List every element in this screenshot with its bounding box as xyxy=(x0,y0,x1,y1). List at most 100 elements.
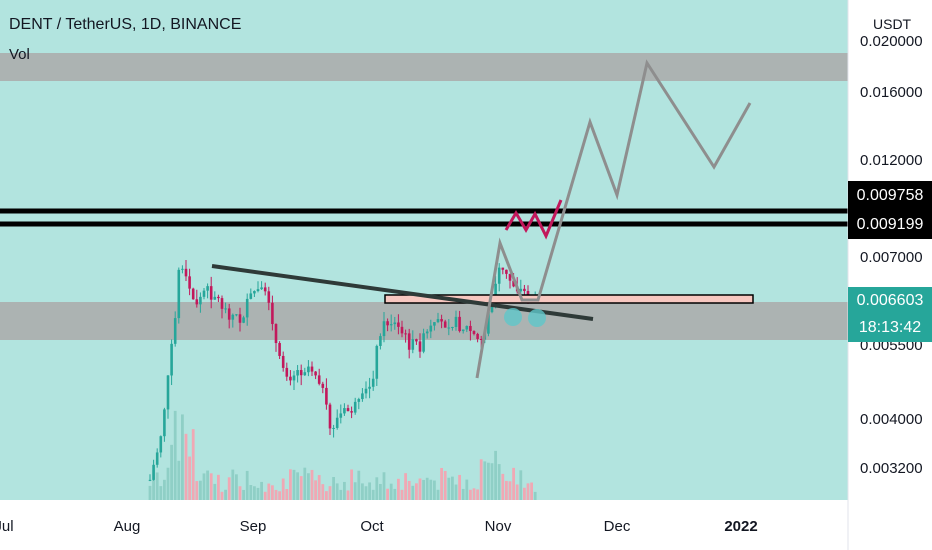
volume-bar xyxy=(163,479,166,500)
volume-bar xyxy=(400,489,404,500)
candle-body xyxy=(375,345,379,379)
candle-body xyxy=(296,370,299,376)
volume-bar xyxy=(436,489,440,500)
x-tick: Oct xyxy=(360,518,384,535)
volume-bar xyxy=(379,483,382,500)
candle-body xyxy=(199,296,202,305)
bottom-marker-2 xyxy=(528,309,546,327)
volume-bar xyxy=(346,490,350,500)
volume-bar xyxy=(353,482,357,500)
candle-body xyxy=(242,317,245,323)
volume-bar xyxy=(249,485,253,500)
volume-bar xyxy=(476,489,479,500)
candle-body xyxy=(245,298,249,318)
volume-bar xyxy=(303,467,307,500)
volume-bar xyxy=(278,491,281,500)
volume-bar xyxy=(325,491,328,500)
volume-bar xyxy=(505,480,508,500)
candle-body xyxy=(364,388,368,394)
candle-body xyxy=(353,401,357,413)
volume-bar xyxy=(199,480,202,500)
candle-body xyxy=(206,286,209,291)
volume-bar xyxy=(328,486,332,500)
volume-bar xyxy=(368,482,371,500)
candle-body xyxy=(303,372,307,376)
volume-bar xyxy=(523,487,526,500)
volume-bar xyxy=(422,479,425,500)
candle-body xyxy=(289,376,292,381)
candle-body xyxy=(191,288,195,300)
candle-body xyxy=(512,280,515,287)
volume-bar xyxy=(245,470,249,500)
volume-bar xyxy=(526,483,530,500)
volume-bar xyxy=(339,489,343,500)
volume-bar xyxy=(292,469,296,500)
candle-body xyxy=(454,316,458,327)
candle-body xyxy=(299,370,303,376)
current-price-badge: 0.006603 18:13:42 xyxy=(848,287,932,342)
candle-body xyxy=(425,331,429,334)
candle-body xyxy=(343,408,346,414)
x-tick: Dec xyxy=(603,518,631,535)
candle-body xyxy=(148,479,152,481)
volume-bar xyxy=(191,429,195,500)
y-tick: 0.007000 xyxy=(860,249,923,266)
y-tick: 0.020000 xyxy=(860,33,923,50)
volume-bar xyxy=(242,489,245,500)
candle-body xyxy=(386,321,389,326)
volume-bar xyxy=(469,489,472,500)
candle-body xyxy=(188,276,191,289)
volume-bar xyxy=(274,489,278,500)
volume-bar xyxy=(253,486,256,500)
x-tick: Sep xyxy=(239,518,267,535)
candle-body xyxy=(152,464,155,480)
volume-bar xyxy=(159,486,163,500)
volume-bar xyxy=(310,469,314,500)
currency-label[interactable]: USDT xyxy=(873,16,912,32)
volume-bar xyxy=(155,472,159,500)
x-tick: 2022 xyxy=(724,518,758,535)
volume-bar xyxy=(458,474,461,500)
volume-bar xyxy=(389,483,393,500)
volume-bar xyxy=(321,484,325,500)
time-axis xyxy=(0,500,848,550)
candle-body xyxy=(166,375,170,410)
candle-body xyxy=(451,326,454,328)
candle-body xyxy=(184,268,188,277)
candle-body xyxy=(213,296,217,300)
candle-body xyxy=(501,267,505,270)
volume-bar xyxy=(465,479,469,500)
candle-body xyxy=(332,427,335,429)
candle-body xyxy=(307,366,310,373)
candle-body xyxy=(314,371,317,376)
volume-bar xyxy=(307,473,310,500)
x-tick: Jul xyxy=(0,518,14,535)
volume-bar xyxy=(206,470,209,500)
candle-body xyxy=(523,288,526,291)
candle-body xyxy=(411,339,415,350)
level-badge-upper: 0.009758 xyxy=(848,181,932,210)
volume-bar xyxy=(181,414,184,500)
candle-body xyxy=(447,327,451,329)
volume-bar xyxy=(490,463,494,500)
price-axis xyxy=(848,0,932,550)
volume-bar xyxy=(533,491,537,500)
zigzag-path xyxy=(504,199,563,240)
volume-bar xyxy=(263,491,267,500)
candle-body xyxy=(238,314,242,323)
volume-bar xyxy=(213,483,217,500)
descending-trendline xyxy=(211,264,594,321)
volume-bar xyxy=(166,467,170,500)
volume-bar xyxy=(195,481,199,500)
candle-body xyxy=(159,436,163,453)
bottom-marker-1 xyxy=(504,308,522,326)
bar-countdown: 18:13:42 xyxy=(858,319,922,336)
volume-bar xyxy=(350,469,353,500)
candle-body xyxy=(292,375,296,381)
candle-body xyxy=(371,378,375,387)
volume-bar xyxy=(454,484,458,500)
volume-bar xyxy=(461,488,465,500)
volume-bar xyxy=(447,477,451,500)
candle-body xyxy=(170,343,173,376)
